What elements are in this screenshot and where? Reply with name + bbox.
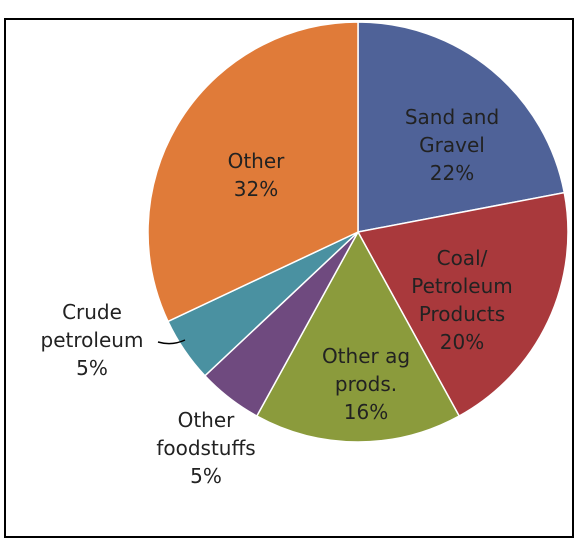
leader-line — [157, 339, 186, 345]
value-label: 20% — [439, 330, 485, 354]
slice-label: Other 32% — [206, 147, 306, 203]
slice-label: Other ag prods. 16% — [306, 342, 426, 426]
pie — [147, 21, 569, 443]
category-label: Coal/ Petroleum Products — [411, 246, 513, 326]
pie-slice — [147, 21, 359, 323]
pie-slice — [255, 230, 461, 443]
category-label: Other foodstuffs — [156, 408, 256, 460]
value-label: 22% — [429, 161, 475, 185]
slice-label: Coal/ Petroleum Products 20% — [392, 244, 532, 356]
category-label: Other ag prods. — [321, 344, 411, 396]
slice-label: Other foodstuffs 5% — [131, 406, 281, 490]
category-label: Other — [227, 149, 285, 173]
value-label: 32% — [233, 177, 279, 201]
chart: Sand and Gravel 22% Coal/ Petroleum Produc… — [4, 18, 574, 538]
slice-label: Crude petroleum 5% — [22, 298, 162, 382]
value-label: 5% — [190, 464, 222, 488]
pie-slice — [357, 21, 566, 233]
category-label: Sand and Gravel — [404, 105, 500, 157]
value-label: 16% — [343, 400, 389, 424]
value-label: 5% — [76, 356, 108, 380]
category-label: Crude petroleum — [40, 300, 144, 352]
slice-label: Sand and Gravel 22% — [387, 103, 517, 187]
pie-slice — [356, 191, 569, 418]
